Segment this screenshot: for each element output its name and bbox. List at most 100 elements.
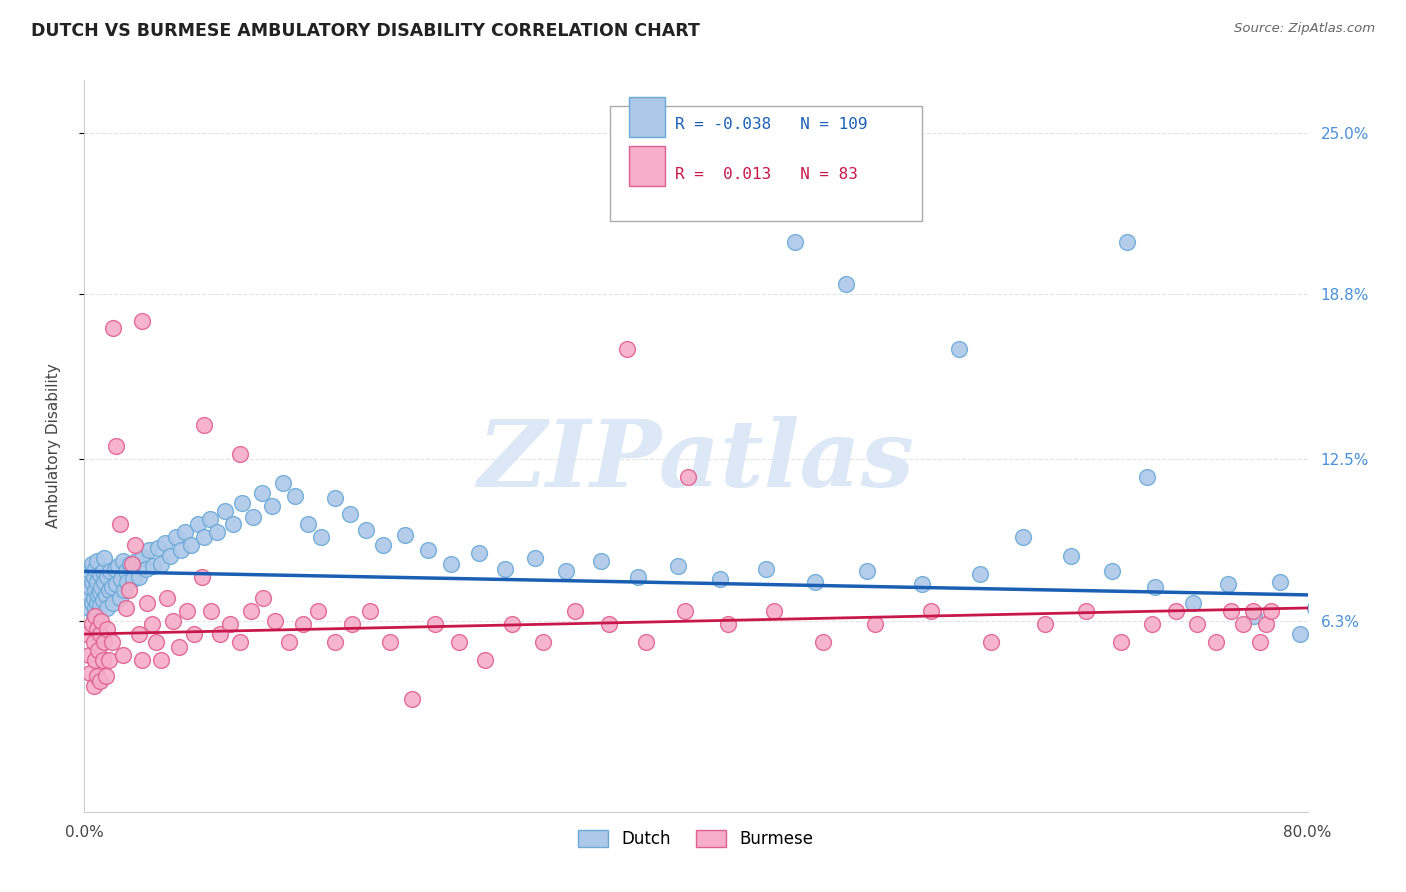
Point [1260,603,1282,617]
Point [89,599,111,613]
Point [218,616,240,631]
Point [524,551,547,566]
Point [1033,616,1056,631]
Point [77,601,100,615]
Point [1140,616,1163,631]
Point [863,616,886,631]
Point [468,546,491,560]
Point [1136,470,1159,484]
Point [598,616,620,631]
Point [394,528,416,542]
Point [91,653,114,667]
Point [354,523,377,537]
Point [340,616,363,631]
Point [146,541,169,555]
Point [105,439,128,453]
Legend: Dutch, Burmese: Dutch, Burmese [569,822,823,856]
Point [76,627,98,641]
FancyBboxPatch shape [610,106,922,221]
Point [762,603,785,617]
Text: ZIPatlas: ZIPatlas [478,416,914,506]
Point [114,565,136,579]
Point [191,569,214,583]
Point [124,538,146,552]
Point [97,653,120,667]
Point [86,622,108,636]
Point [440,557,463,571]
Bar [628,97,665,137]
Point [666,559,689,574]
Point [616,343,638,357]
Point [89,567,111,582]
Point [176,603,198,617]
Point [149,557,172,571]
Point [307,603,329,617]
Point [86,554,108,568]
Point [271,475,294,490]
Point [1336,757,1358,772]
Point [96,601,118,615]
Point [193,418,215,433]
Point [1059,549,1081,563]
Point [616,157,638,171]
Point [804,574,827,589]
Point [531,635,554,649]
Point [717,616,740,631]
Text: R =  0.013   N = 83: R = 0.013 N = 83 [675,167,858,182]
Point [920,603,942,617]
Point [76,585,98,599]
Point [502,616,524,631]
Point [107,559,129,574]
Point [104,562,127,576]
Point [110,572,132,586]
Point [1187,616,1209,631]
Point [240,603,263,617]
Point [89,674,111,689]
Point [84,582,107,597]
Point [79,565,101,579]
Point [112,582,135,597]
Point [297,517,319,532]
Point [105,577,128,591]
Point [108,517,131,532]
Point [122,572,145,586]
Point [84,562,107,576]
Point [418,543,440,558]
Point [86,669,108,683]
Point [1303,601,1326,615]
Point [250,486,273,500]
Point [96,569,118,583]
Point [155,535,177,549]
Point [1319,622,1341,636]
Point [186,517,208,532]
Point [1327,635,1350,649]
Point [96,622,118,636]
Point [252,591,274,605]
Point [214,504,236,518]
Point [83,569,105,583]
Point [474,653,496,667]
Point [1164,603,1187,617]
Point [709,572,731,586]
Point [108,591,131,605]
Point [159,549,181,563]
Point [785,235,807,250]
Point [89,627,111,641]
Point [1331,714,1354,728]
Point [401,692,423,706]
Point [183,627,205,641]
Point [156,591,179,605]
Point [231,496,253,510]
Point [83,679,105,693]
Point [125,554,148,568]
Text: DUTCH VS BURMESE AMBULATORY DISABILITY CORRELATION CHART: DUTCH VS BURMESE AMBULATORY DISABILITY C… [31,22,700,40]
Point [114,601,136,615]
Point [162,614,184,628]
Point [135,562,157,576]
Point [111,648,134,662]
Point [86,574,108,589]
Point [103,596,125,610]
Point [131,313,153,327]
Point [1074,603,1097,617]
Point [115,574,138,589]
